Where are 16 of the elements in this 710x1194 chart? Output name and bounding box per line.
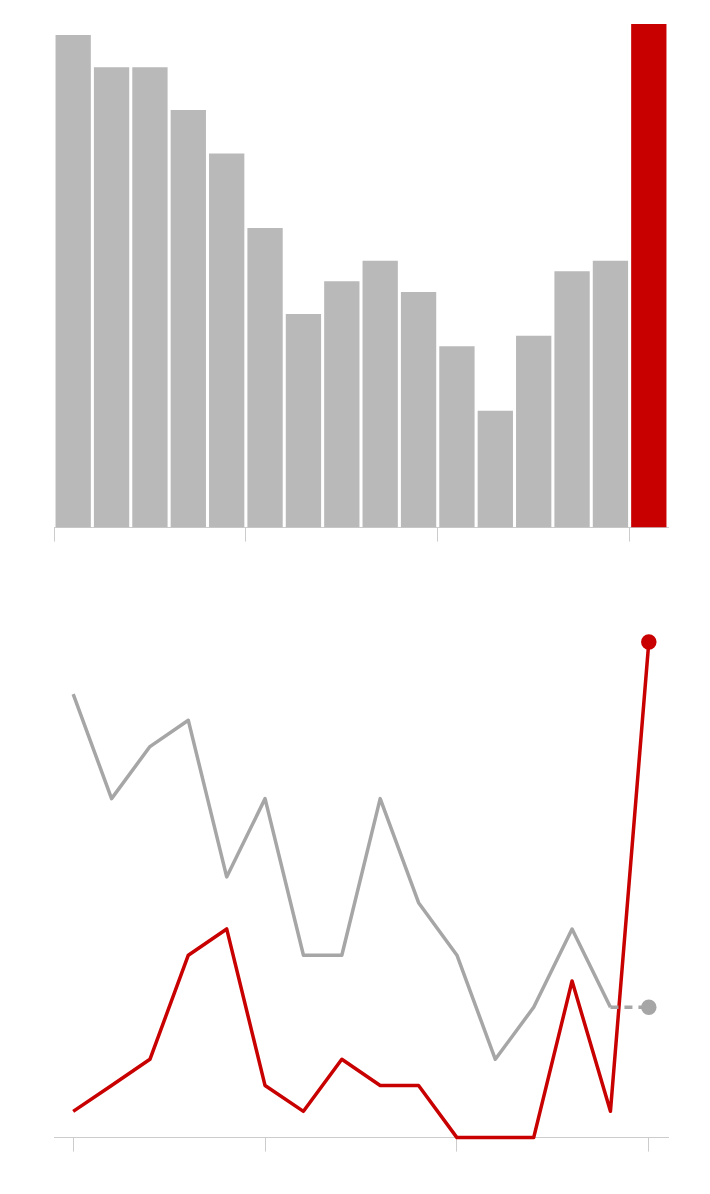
bar bbox=[132, 67, 168, 528]
bar bbox=[170, 110, 206, 528]
bar bbox=[477, 410, 513, 528]
bar bbox=[285, 314, 322, 528]
bar bbox=[592, 260, 629, 528]
bar bbox=[516, 335, 552, 528]
bar bbox=[631, 24, 667, 528]
bar bbox=[362, 260, 398, 528]
bar bbox=[209, 153, 245, 528]
bar bbox=[400, 291, 437, 528]
bar bbox=[554, 271, 590, 528]
bar bbox=[439, 346, 475, 528]
bar bbox=[55, 35, 91, 528]
bar bbox=[247, 227, 283, 528]
bar bbox=[324, 281, 360, 528]
bar bbox=[93, 67, 130, 528]
